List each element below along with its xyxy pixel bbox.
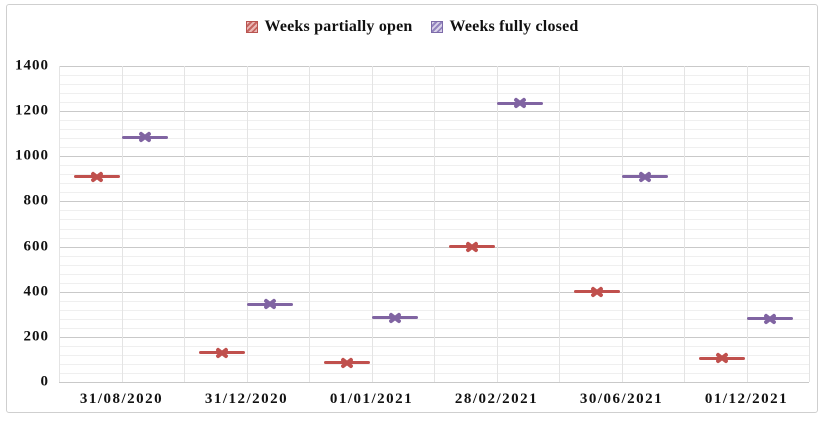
gridline-vertical [496, 66, 498, 382]
y-axis-tick-label: 0 [40, 373, 49, 390]
legend-label: Weeks partially open [264, 18, 413, 35]
x-axis-tick-label: 31/12/2020 [204, 391, 289, 407]
legend-label: Weeks fully closed [449, 18, 579, 35]
y-axis-tick-label: 1400 [15, 57, 49, 74]
gridline-vertical [809, 66, 810, 382]
data-point-marker [496, 95, 543, 111]
plot-area [59, 66, 810, 383]
x-axis-labels: 31/08/2020 31/12/2020 01/01/2021 28/02/2021… [59, 389, 809, 411]
legend-item: Weeks partially open [245, 18, 413, 36]
data-point-marker [573, 284, 620, 300]
chart-frame: Weeks partially open Weeks fully closed 1… [6, 4, 818, 413]
gridline-vertical [746, 66, 748, 382]
gridline-vertical [309, 66, 310, 382]
legend-swatch-icon [430, 21, 443, 33]
x-axis-tick-label: 28/02/2021 [454, 391, 539, 407]
data-point-marker [121, 129, 168, 145]
y-axis-tick-label: 600 [23, 238, 49, 255]
gridline-vertical [121, 66, 123, 382]
gridline-major [59, 382, 809, 383]
data-point-marker [698, 350, 745, 366]
data-point-marker [746, 311, 793, 327]
y-axis-tick-label: 1000 [15, 147, 49, 164]
data-point-marker [621, 169, 668, 185]
gridline-vertical [559, 66, 560, 382]
x-axis-tick-label: 30/06/2021 [579, 391, 664, 407]
data-point-marker [198, 345, 245, 361]
legend: Weeks partially open Weeks fully closed [7, 18, 817, 36]
gridline-vertical [246, 66, 248, 382]
y-axis-labels: 1400 1200 1000 800 600 400 200 0 [7, 58, 53, 390]
x-axis-tick-label: 01/01/2021 [329, 391, 414, 407]
legend-item: Weeks fully closed [430, 18, 579, 36]
gridline-vertical [184, 66, 185, 382]
data-point-marker [371, 310, 418, 326]
data-point-marker [73, 169, 120, 185]
y-axis-tick-label: 1200 [15, 102, 49, 119]
y-axis-tick-label: 400 [23, 283, 49, 300]
gridline-vertical [434, 66, 435, 382]
gridline-vertical [371, 66, 373, 382]
data-point-marker [448, 239, 495, 255]
y-axis-tick-label: 200 [23, 328, 49, 345]
gridline-vertical [621, 66, 623, 382]
data-point-marker [323, 355, 370, 371]
y-axis-tick-label: 800 [23, 192, 49, 209]
x-axis-tick-label: 31/08/2020 [79, 391, 164, 407]
legend-swatch-icon [245, 21, 258, 33]
gridline-vertical [684, 66, 685, 382]
x-axis-tick-label: 01/12/2021 [704, 391, 789, 407]
data-point-marker [246, 296, 293, 312]
gridline-vertical [59, 66, 60, 382]
